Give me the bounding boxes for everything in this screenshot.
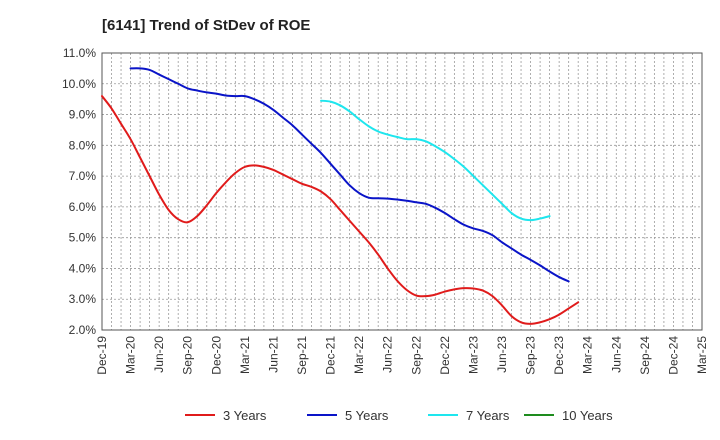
- grid: [101, 52, 703, 331]
- x-tick-label: Jun-21: [266, 336, 280, 373]
- x-tick-label: Sep-24: [638, 336, 652, 375]
- series-lines: [101, 67, 580, 325]
- x-tick-label: Sep-20: [181, 336, 195, 375]
- x-tick-label: Mar-20: [124, 336, 138, 374]
- x-tick-label: Sep-22: [409, 336, 423, 375]
- y-tick-label: 2.0%: [69, 323, 97, 337]
- x-tick-label: Dec-24: [666, 336, 680, 375]
- x-tick-label: Sep-21: [295, 336, 309, 375]
- plot-frame: [101, 52, 703, 331]
- y-tick-label: 5.0%: [69, 231, 97, 245]
- x-tick-label: Dec-22: [438, 336, 452, 375]
- y-tick-label: 9.0%: [69, 108, 97, 122]
- series-line-5-years: [129, 67, 570, 283]
- y-tick-label: 11.0%: [63, 46, 96, 60]
- y-tick-label: 8.0%: [69, 138, 97, 152]
- y-tick-label: 3.0%: [69, 292, 97, 306]
- x-tick-label: Jun-23: [495, 336, 509, 373]
- x-tick-label: Mar-24: [581, 336, 595, 374]
- x-tick-label: Mar-23: [466, 336, 480, 374]
- x-tick-label: Jun-24: [609, 336, 623, 373]
- x-tick-label: Dec-23: [552, 336, 566, 375]
- y-tick-label: 6.0%: [69, 200, 97, 214]
- y-tick-label: 10.0%: [62, 77, 96, 91]
- legend-label-5-years: 5 Years: [345, 408, 389, 423]
- x-tick-label: Mar-21: [238, 336, 252, 374]
- legend-label-7-years: 7 Years: [466, 408, 510, 423]
- x-tick-label: Mar-22: [352, 336, 366, 374]
- chart-title: [6141] Trend of StDev of ROE: [102, 17, 310, 34]
- x-tick-label: Jun-22: [381, 336, 395, 373]
- x-tick-label: Dec-20: [209, 336, 223, 375]
- x-tick-label: Dec-21: [324, 336, 338, 375]
- axes: 2.0% 3.0% 4.0% 5.0% 6.0% 7.0% 8.0% 9.0% 10.0% 11.…: [62, 46, 709, 375]
- x-tick-label: Dec-19: [95, 336, 109, 375]
- legend: 3 Years 5 Years 7 Years 10 Years: [185, 408, 613, 423]
- x-tick-label: Sep-23: [524, 336, 538, 375]
- legend-label-3-years: 3 Years: [223, 408, 267, 423]
- y-tick-label: 4.0%: [69, 261, 97, 275]
- series-line-3-years: [101, 95, 580, 325]
- y-tick-label: 7.0%: [69, 169, 97, 183]
- x-tick-label: Mar-25: [695, 336, 709, 374]
- legend-label-10-years: 10 Years: [562, 408, 613, 423]
- series-line-7-years: [320, 99, 551, 222]
- x-tick-label: Jun-20: [152, 336, 166, 373]
